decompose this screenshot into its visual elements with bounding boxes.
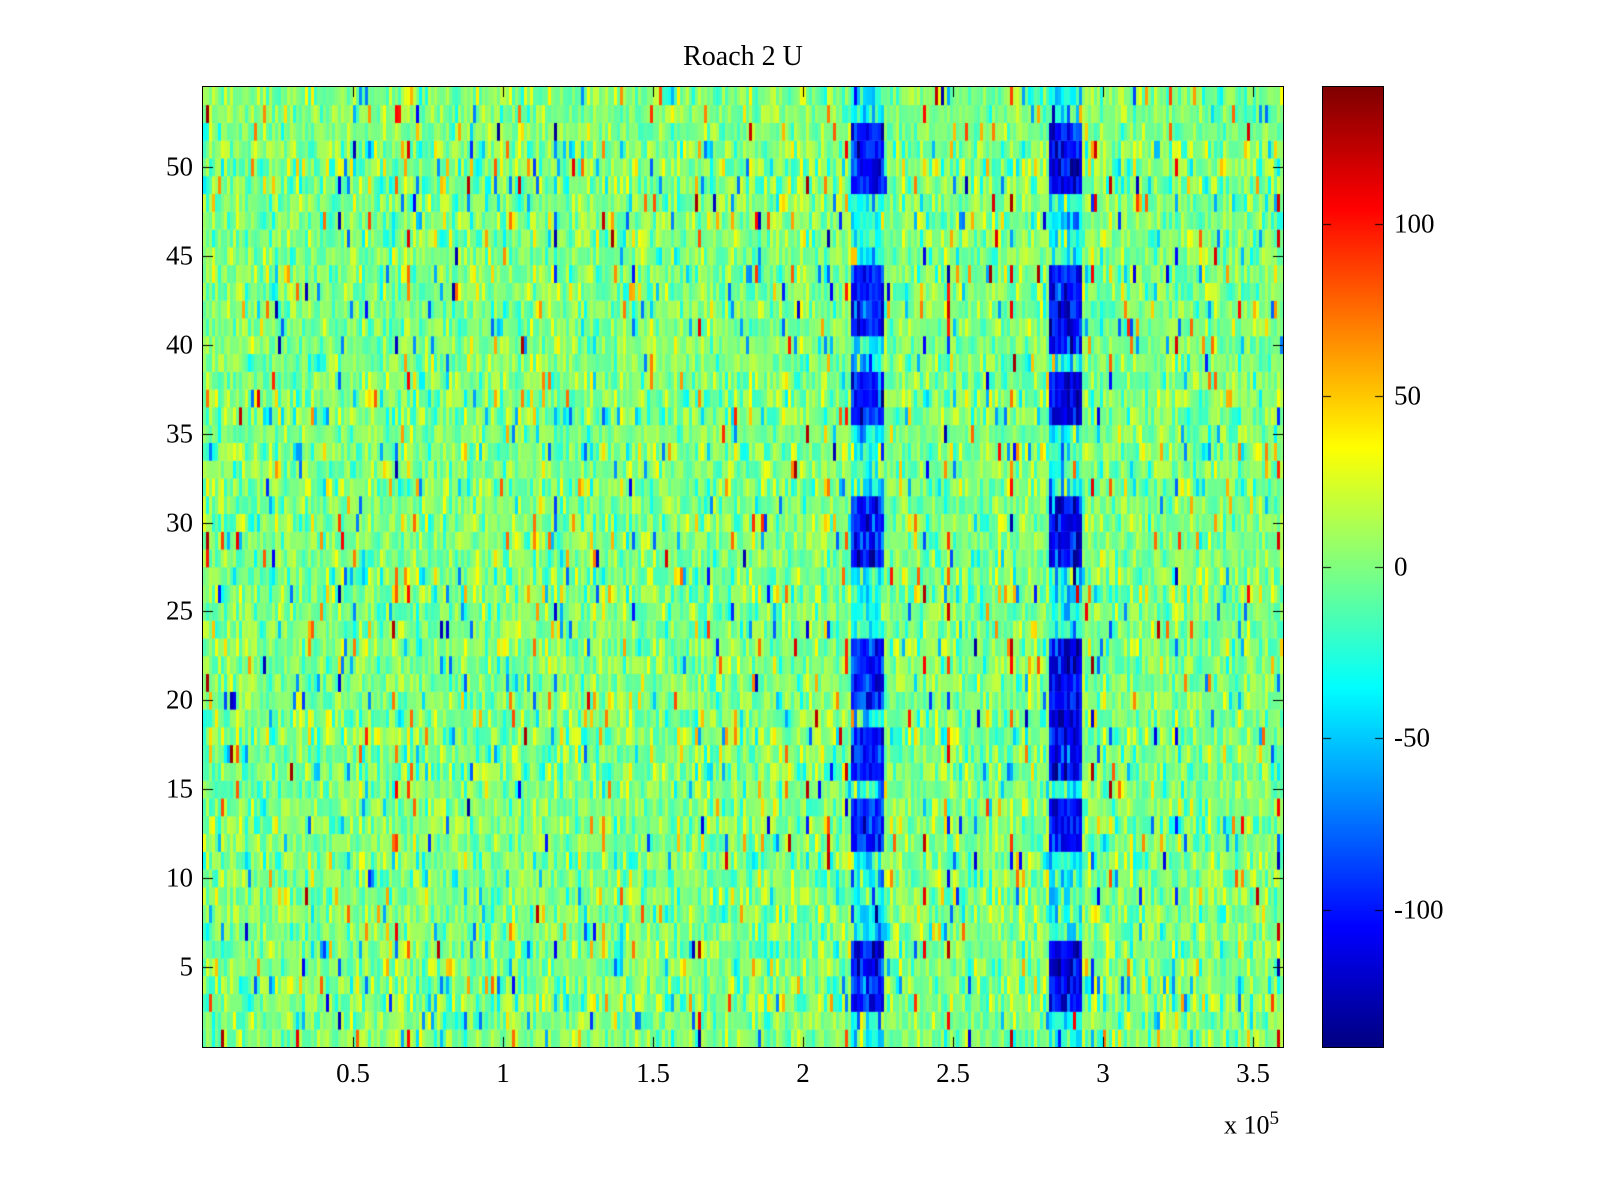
heatmap-canvas: [203, 87, 1283, 1047]
x-tick-label: 3.5: [1236, 1058, 1270, 1088]
y-tick-label: 20: [166, 684, 193, 715]
x-tick-label: 1.5: [636, 1058, 670, 1088]
x-tick-label: 1: [496, 1058, 510, 1088]
offset-prefix: x 10: [1224, 1110, 1270, 1140]
y-tick-label: 25: [166, 595, 193, 626]
x-tick-label: 0.5: [336, 1058, 370, 1088]
colorbar-tick-label: 50: [1394, 380, 1421, 411]
x-tick-label: 3: [1096, 1058, 1110, 1088]
y-tick-label: 30: [166, 507, 193, 538]
x-tick-label: 2.5: [936, 1058, 970, 1088]
y-tick-label: 50: [166, 151, 193, 182]
y-tick-label: 10: [166, 862, 193, 893]
y-tick-label: 5: [179, 951, 194, 982]
colorbar-tick-label: 0: [1394, 551, 1408, 582]
colorbar-tick-label: -50: [1394, 722, 1430, 753]
chart-title: Roach 2 U: [683, 41, 803, 72]
x-axis-offset-label: x 105: [1224, 1108, 1279, 1141]
colorbar-canvas: [1323, 87, 1383, 1047]
y-tick-label: 35: [166, 418, 193, 449]
x-tick-label: 2: [796, 1058, 810, 1088]
colorbar-tick-label: -100: [1394, 894, 1444, 925]
plot-area: [202, 86, 1284, 1048]
y-tick-label: 40: [166, 329, 193, 360]
offset-exponent: 5: [1269, 1108, 1280, 1129]
colorbar: [1322, 86, 1384, 1048]
y-tick-label: 15: [166, 773, 193, 804]
y-tick-label: 45: [166, 240, 193, 271]
colorbar-tick-label: 100: [1394, 208, 1435, 239]
